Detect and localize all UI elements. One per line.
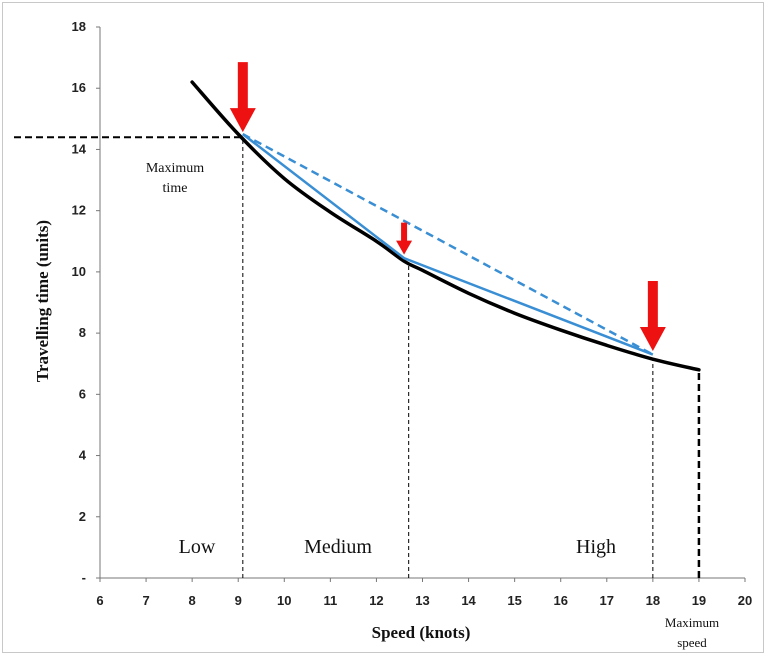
y-tick-label: 14 (72, 141, 87, 156)
x-tick-label: 7 (142, 593, 149, 608)
x-tick-label: 12 (369, 593, 383, 608)
x-tick-label: 6 (96, 593, 103, 608)
y-tick-label: 12 (72, 203, 86, 218)
x-tick-label: 19 (692, 593, 706, 608)
region-high-label: High (576, 536, 616, 558)
y-tick-label: 2 (79, 509, 86, 524)
red-arrow (396, 222, 413, 255)
x-tick-label: 13 (415, 593, 429, 608)
red-arrow (229, 62, 256, 133)
x-tick-label: 8 (189, 593, 196, 608)
x-tick-label: 14 (461, 593, 476, 608)
red-arrow (639, 281, 666, 352)
blue-solid-segments (242, 133, 654, 356)
y-tick-label: 18 (72, 19, 86, 34)
x-tick-label: 15 (507, 593, 521, 608)
y-tick-label: 8 (79, 325, 86, 340)
y-tick-label: 10 (72, 264, 86, 279)
max-speed-label-line2: speed (677, 635, 707, 650)
series-layer (190, 80, 701, 372)
y-tick-label: 4 (79, 448, 87, 463)
y-tick-label: - (82, 570, 86, 585)
x-axis-title: Speed (knots) (372, 623, 471, 642)
arrows-layer (229, 62, 666, 352)
max-speed-label-line1: Maximum (665, 615, 719, 630)
reference-lines (14, 136, 701, 578)
x-tick-label: 16 (553, 593, 567, 608)
region-low-label: Low (179, 536, 216, 558)
region-medium-label: Medium (304, 536, 372, 558)
tick-labels: - 2 4 6 8 10 12 14 16 18 6 7 8 9 10 11 12 13 14 15 16 17 18 19 2… (72, 19, 753, 608)
x-tick-label: 18 (646, 593, 660, 608)
max-time-label-line2: time (163, 181, 188, 196)
x-tick-label: 20 (738, 593, 752, 608)
y-tick-label: 16 (72, 80, 86, 95)
y-tick-label: 6 (79, 386, 86, 401)
x-tick-label: 9 (235, 593, 242, 608)
x-tick-label: 10 (277, 593, 291, 608)
axes (96, 26, 746, 582)
y-axis-title: Travelling time (units) (33, 220, 52, 382)
blue-dashed-chord (242, 133, 654, 356)
x-tick-label: 11 (323, 593, 337, 608)
max-time-label-line1: Maximum (146, 161, 204, 176)
travel-time-curve (190, 80, 701, 372)
x-tick-label: 17 (600, 593, 614, 608)
